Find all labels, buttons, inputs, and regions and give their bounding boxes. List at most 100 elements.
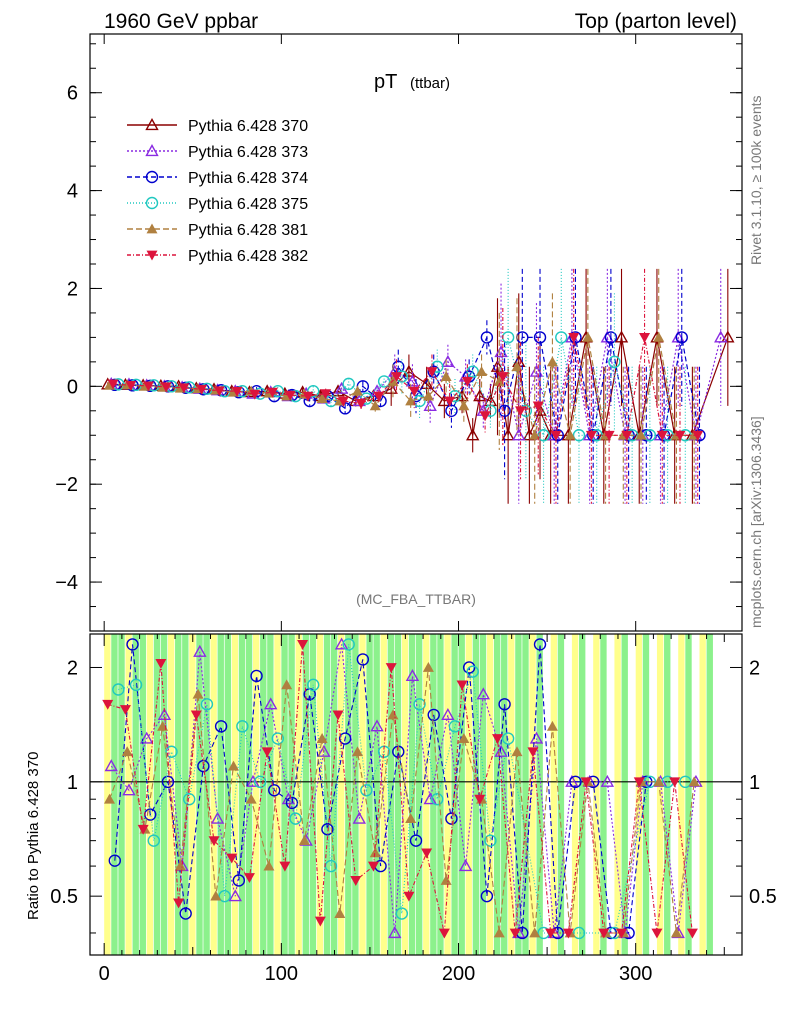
legend-marker bbox=[145, 196, 159, 210]
data-point bbox=[572, 429, 586, 442]
ratio-data-point bbox=[616, 928, 628, 939]
ratio-y-tick-label: 1 bbox=[67, 772, 78, 794]
uncertainty-band bbox=[139, 634, 146, 955]
uncertainty-band bbox=[352, 634, 359, 955]
data-point bbox=[316, 393, 328, 403]
ratio-data-point bbox=[492, 734, 503, 745]
data-point bbox=[604, 331, 618, 344]
legend-item: Pythia 6.428 374 bbox=[127, 170, 308, 187]
ratio-y-tick-label-right: 0.5 bbox=[749, 886, 777, 908]
ratio-data-point bbox=[174, 860, 186, 871]
uncertainty-band bbox=[614, 634, 621, 955]
data-point bbox=[405, 395, 417, 406]
uncertainty-band bbox=[699, 634, 706, 955]
ratio-data-point bbox=[183, 793, 196, 806]
data-point bbox=[582, 331, 594, 342]
ratio-data-point bbox=[316, 733, 328, 743]
ratio-data-point bbox=[129, 678, 143, 692]
data-point bbox=[213, 386, 225, 397]
ratio-data-point bbox=[529, 927, 541, 938]
main-panel: −4 −2 0 2 4 6 pT (ttbar) (MC_FBA_TTBAR) Pythia 6.… bbox=[55, 33, 743, 632]
ratio-data-point bbox=[600, 774, 615, 787]
uncertainty-band bbox=[288, 634, 295, 955]
ratio-data-point bbox=[527, 747, 539, 758]
data-point bbox=[550, 430, 562, 441]
data-point bbox=[125, 380, 137, 391]
y-tick-label: −4 bbox=[55, 572, 78, 594]
uncertainty-band bbox=[423, 634, 430, 955]
ratio-data-point bbox=[334, 908, 346, 918]
header-process-label: Top (parton level) bbox=[575, 10, 737, 33]
uncertainty-band bbox=[600, 634, 607, 955]
ratio-data-point bbox=[494, 744, 508, 757]
ratio-data-point bbox=[441, 707, 455, 721]
ratio-data-point bbox=[140, 731, 154, 744]
ratio-data-point bbox=[409, 834, 423, 847]
data-point bbox=[373, 391, 385, 402]
ratio-data-point bbox=[572, 926, 586, 940]
ratio-data-point bbox=[119, 705, 131, 716]
data-point bbox=[614, 330, 629, 343]
ratio-data-point bbox=[413, 698, 426, 711]
ratio-data-point bbox=[476, 687, 491, 700]
data-point bbox=[533, 403, 547, 416]
main-plot-frame bbox=[89, 33, 743, 632]
uncertainty-band bbox=[479, 634, 487, 955]
data-point bbox=[342, 377, 355, 391]
ratio-data-point bbox=[427, 708, 440, 722]
ratio-data-point bbox=[438, 928, 450, 939]
legend-label: Pythia 6.428 381 bbox=[188, 222, 308, 239]
ratio-data-point bbox=[268, 784, 281, 797]
data-point bbox=[497, 372, 509, 383]
ratio-data-point bbox=[403, 891, 415, 902]
data-point bbox=[473, 389, 487, 402]
legend-label: Pythia 6.428 374 bbox=[188, 170, 308, 187]
legend-label: Pythia 6.428 375 bbox=[188, 196, 308, 213]
ratio-data-point bbox=[245, 793, 257, 804]
ratio-data-point bbox=[271, 732, 285, 745]
uncertainty-band bbox=[571, 634, 579, 955]
uncertainty-band bbox=[111, 634, 118, 955]
ratio-data-point bbox=[679, 775, 692, 789]
data-point bbox=[196, 384, 208, 395]
ratio-data-point bbox=[264, 697, 278, 710]
ratio-data-point bbox=[253, 775, 267, 789]
uncertainty-band bbox=[253, 634, 260, 955]
ratio-data-point bbox=[321, 823, 334, 836]
data-point bbox=[537, 429, 550, 442]
ratio-data-point bbox=[108, 854, 122, 867]
ratio-data-point bbox=[104, 759, 118, 772]
series-line bbox=[112, 337, 698, 437]
ratio-data-point bbox=[350, 876, 362, 886]
ratio-data-point bbox=[263, 860, 275, 871]
data-point bbox=[107, 379, 119, 390]
ratio-data-point bbox=[370, 719, 384, 732]
rivet-version-label: Rivet 3.1.10, ≥ 100k events bbox=[748, 95, 764, 265]
uncertainty-band bbox=[260, 634, 267, 955]
ratio-data-point bbox=[423, 792, 437, 805]
data-point bbox=[302, 391, 314, 402]
ratio-data-point bbox=[421, 848, 433, 859]
ratio-data-point bbox=[422, 661, 434, 672]
data-point bbox=[231, 386, 243, 397]
ratio-data-point bbox=[633, 777, 645, 788]
data-point bbox=[444, 396, 456, 407]
y-tick-label: 0 bbox=[67, 376, 78, 398]
ratio-data-point bbox=[121, 746, 133, 757]
legend-item: Pythia 6.428 375 bbox=[127, 196, 308, 213]
uncertainty-band bbox=[593, 634, 600, 955]
ratio-data-point bbox=[651, 928, 663, 939]
data-point bbox=[721, 330, 735, 343]
data-point bbox=[675, 331, 688, 344]
data-point bbox=[423, 398, 437, 412]
data-point bbox=[564, 429, 576, 440]
data-point bbox=[585, 430, 597, 441]
ratio-data-point bbox=[462, 661, 476, 674]
uncertainty-band bbox=[493, 634, 501, 955]
legend-item: Pythia 6.428 382 bbox=[127, 248, 308, 265]
uncertainty-band bbox=[196, 634, 203, 955]
data-point bbox=[555, 331, 568, 344]
ratio-data-point bbox=[179, 907, 192, 920]
ratio-data-point bbox=[405, 668, 420, 682]
ratio-data-point bbox=[190, 710, 202, 721]
